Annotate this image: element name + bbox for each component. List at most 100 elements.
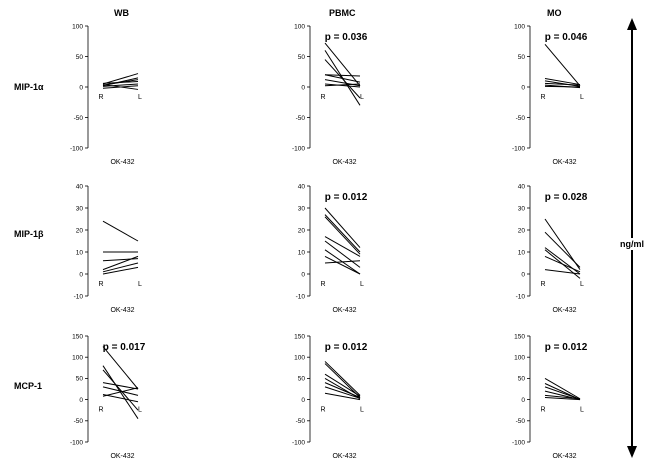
series-line <box>324 74 361 83</box>
series-line <box>102 262 139 273</box>
chart-panel-mcp-1-wb: 150 100 50 0 -50 -100 R L OK-432 p = 0.017 <box>70 333 146 460</box>
series-line <box>324 382 361 398</box>
y-tick-label: 50 <box>298 54 306 61</box>
series-line <box>324 255 361 275</box>
category-label-l: L <box>580 281 584 288</box>
column-header-pbmc: PBMC <box>329 8 356 18</box>
series-line <box>102 387 139 397</box>
y-tick-label: 0 <box>301 271 305 278</box>
y-tick-label: 100 <box>294 355 305 362</box>
category-label-r: R <box>320 407 325 414</box>
series-line <box>544 386 581 400</box>
series-line <box>544 231 581 268</box>
y-tick-label: 50 <box>298 376 306 383</box>
series-line <box>324 260 361 264</box>
series-line <box>324 240 361 268</box>
y-tick-label: 0 <box>79 397 83 404</box>
chart-panel-mip-1-pbmc: 100 50 0 -50 -100 R L OK-432 p = 0.036 <box>292 23 368 166</box>
category-label-l: L <box>360 281 364 288</box>
series-line <box>324 361 361 396</box>
y-tick-label: 50 <box>76 54 84 61</box>
p-value-label: p = 0.028 <box>545 192 588 203</box>
y-tick-label: 10 <box>298 249 306 256</box>
y-tick-label: 50 <box>76 376 84 383</box>
chart-panel-mcp-1-mo: 150 100 50 0 -50 -100 R L OK-432 p = 0.012 <box>512 333 588 460</box>
series-line <box>544 377 581 400</box>
stimulus-label: OK-432 <box>552 307 576 314</box>
p-value-label: p = 0.012 <box>325 192 368 203</box>
series-line <box>544 77 581 86</box>
series-line <box>544 43 581 87</box>
y-tick-label: 10 <box>76 249 84 256</box>
series-line <box>102 369 139 411</box>
series-line <box>324 236 361 257</box>
y-tick-label: 20 <box>76 227 84 234</box>
category-label-l: L <box>580 407 584 414</box>
series-line <box>324 386 361 399</box>
chart-panel-mip-1-wb: 40 30 20 10 0 -10 R L OK-432 <box>74 183 142 314</box>
series-line <box>544 80 581 87</box>
y-tick-label: 100 <box>514 23 525 30</box>
series-line <box>544 269 581 275</box>
y-tick-label: -50 <box>296 418 306 425</box>
category-label-r: R <box>320 94 325 101</box>
y-tick-label: -100 <box>70 439 83 446</box>
y-tick-label: -100 <box>512 439 525 446</box>
p-value-label: p = 0.036 <box>325 32 368 43</box>
y-tick-label: 40 <box>518 183 526 190</box>
stimulus-label: OK-432 <box>332 307 356 314</box>
series-line <box>324 207 361 248</box>
y-tick-label: 40 <box>76 183 84 190</box>
y-tick-label: 0 <box>521 397 525 404</box>
series-line <box>102 73 139 85</box>
category-label-r: R <box>540 407 545 414</box>
chart-panel-mip-1-mo: 40 30 20 10 0 -10 R L OK-432 p = 0.028 <box>516 183 588 314</box>
series-line <box>324 79 361 87</box>
y-tick-label: 100 <box>72 355 83 362</box>
y-tick-label: -50 <box>516 418 526 425</box>
series-line <box>324 214 361 253</box>
y-tick-label: -100 <box>70 145 83 152</box>
series-line <box>324 42 361 87</box>
p-value-label: p = 0.017 <box>103 342 146 353</box>
y-tick-label: -100 <box>292 145 305 152</box>
y-tick-label: 0 <box>301 397 305 404</box>
category-label-r: R <box>98 281 103 288</box>
category-label-l: L <box>138 281 142 288</box>
row-label-mcp1: MCP-1 <box>14 381 43 391</box>
category-label-r: R <box>540 94 545 101</box>
y-tick-label: 40 <box>298 183 306 190</box>
y-tick-label: 30 <box>298 205 306 212</box>
series-line <box>324 373 361 397</box>
p-value-label: p = 0.046 <box>545 32 588 43</box>
stimulus-label: OK-432 <box>332 453 356 460</box>
series-line <box>324 216 361 255</box>
y-tick-label: 150 <box>72 333 83 340</box>
y-tick-label: 0 <box>301 84 305 91</box>
y-tick-label: 20 <box>298 227 306 234</box>
chart-panel-mip-1-mo: 100 50 0 -50 -100 R L OK-432 p = 0.046 <box>512 23 588 166</box>
y-tick-label: 0 <box>79 84 83 91</box>
series-line <box>102 346 139 390</box>
series-line <box>102 386 139 396</box>
series-line <box>102 258 139 262</box>
category-label-r: R <box>98 94 103 101</box>
unit-label: ng/ml <box>620 238 644 250</box>
y-tick-label: 0 <box>79 271 83 278</box>
series-line <box>324 83 361 87</box>
series-line <box>324 363 361 398</box>
category-label-l: L <box>360 94 364 101</box>
y-tick-label: 20 <box>518 227 526 234</box>
y-tick-label: -50 <box>74 115 84 122</box>
category-label-l: L <box>138 407 142 414</box>
y-tick-label: 100 <box>294 23 305 30</box>
series-line <box>324 74 361 77</box>
series-line <box>102 382 139 390</box>
y-tick-label: -50 <box>516 115 526 122</box>
y-tick-label: -100 <box>292 439 305 446</box>
chart-panel-mip-1-pbmc: 40 30 20 10 0 -10 R L OK-432 p = 0.012 <box>296 183 368 314</box>
y-tick-label: 10 <box>518 249 526 256</box>
category-label-r: R <box>540 281 545 288</box>
series-line <box>544 394 581 400</box>
series-line <box>544 82 581 86</box>
